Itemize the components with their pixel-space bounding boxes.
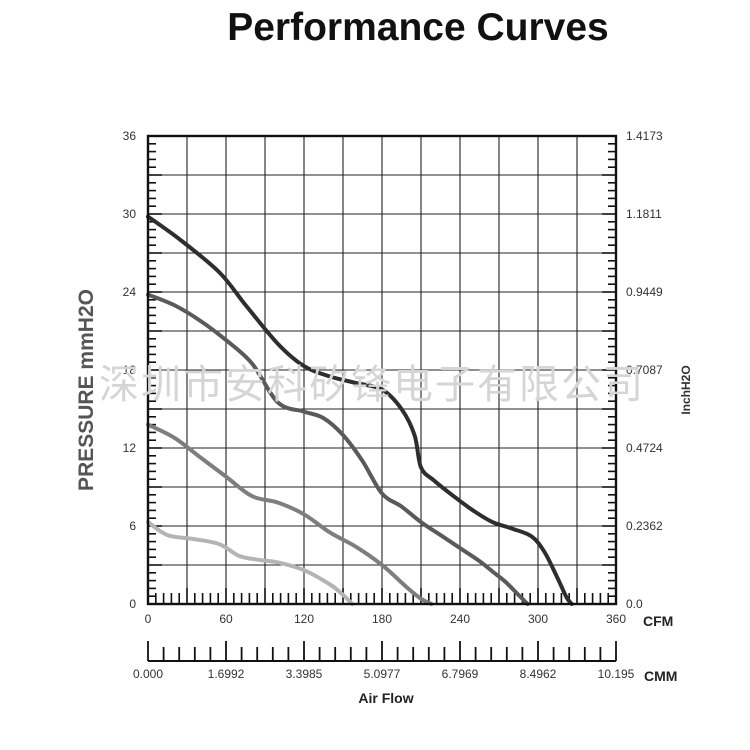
y-tick-labels: 0 6 12 18 24 30 36: [123, 129, 137, 611]
y-tick-label: 18: [123, 363, 137, 377]
x-tick-label: 0: [145, 612, 152, 626]
x2-tick-label: 10.195: [598, 667, 635, 681]
watermark: 深圳市安科矽锋电子有限公司: [99, 362, 645, 408]
y2-axis-title: InchH2O: [679, 365, 693, 414]
y-tick-label: 24: [123, 285, 137, 299]
x-tick-label: 120: [294, 612, 314, 626]
x2-tick-label: 0.000: [133, 667, 163, 681]
y2-tick-labels: 0.0 0.2362 0.4724 0.7087 0.9449 1.1811 1.4173: [626, 129, 663, 611]
x2-tick-label: 5.0977: [364, 667, 401, 681]
series-line-curve-4: [146, 520, 355, 606]
series-line-curve-3: [146, 422, 434, 606]
x-tick-label: 360: [606, 612, 626, 626]
plot-frame: [146, 134, 618, 606]
y2-tick-label: 0.7087: [626, 363, 663, 377]
x2-tick-label: 8.4962: [520, 667, 557, 681]
x-tick-labels: 0 60 120 180 240 300 360: [145, 612, 627, 626]
y-tick-label: 36: [123, 129, 137, 143]
y-tick-label: 30: [123, 207, 137, 221]
x2-unit-label: CMM: [644, 668, 677, 684]
y-tick-label: 6: [129, 519, 136, 533]
cmm-axis: [147, 641, 617, 662]
series-line-curve-1: [146, 214, 574, 606]
x2-tick-label: 6.7969: [442, 667, 479, 681]
y2-tick-label: 0.9449: [626, 285, 663, 299]
x2-tick-label: 3.3985: [286, 667, 323, 681]
x-tick-label: 60: [219, 612, 233, 626]
x-unit-label: CFM: [643, 613, 673, 629]
x-axis-title: Air Flow: [358, 690, 413, 706]
x-tick-label: 300: [528, 612, 548, 626]
chart-title: Performance Curves: [227, 6, 609, 49]
x-tick-label: 240: [450, 612, 470, 626]
y-tick-label: 12: [123, 441, 137, 455]
y2-tick-label: 1.1811: [626, 207, 662, 221]
y-tick-label: 0: [129, 597, 136, 611]
series-line-curve-2: [146, 292, 530, 606]
curves: [146, 214, 574, 606]
x2-tick-label: 1.6992: [208, 667, 245, 681]
y2-tick-label: 0.2362: [626, 519, 663, 533]
y-axis-title: PRESSURE mmH2O: [75, 289, 98, 491]
x2-tick-labels: 0.000 1.6992 3.3985 5.0977 6.7969 8.4962 10.19…: [133, 667, 635, 681]
x-tick-label: 180: [372, 612, 392, 626]
y2-tick-label: 0.0: [626, 597, 643, 611]
y2-tick-label: 0.4724: [626, 441, 663, 455]
y2-tick-label: 1.4173: [626, 129, 663, 143]
